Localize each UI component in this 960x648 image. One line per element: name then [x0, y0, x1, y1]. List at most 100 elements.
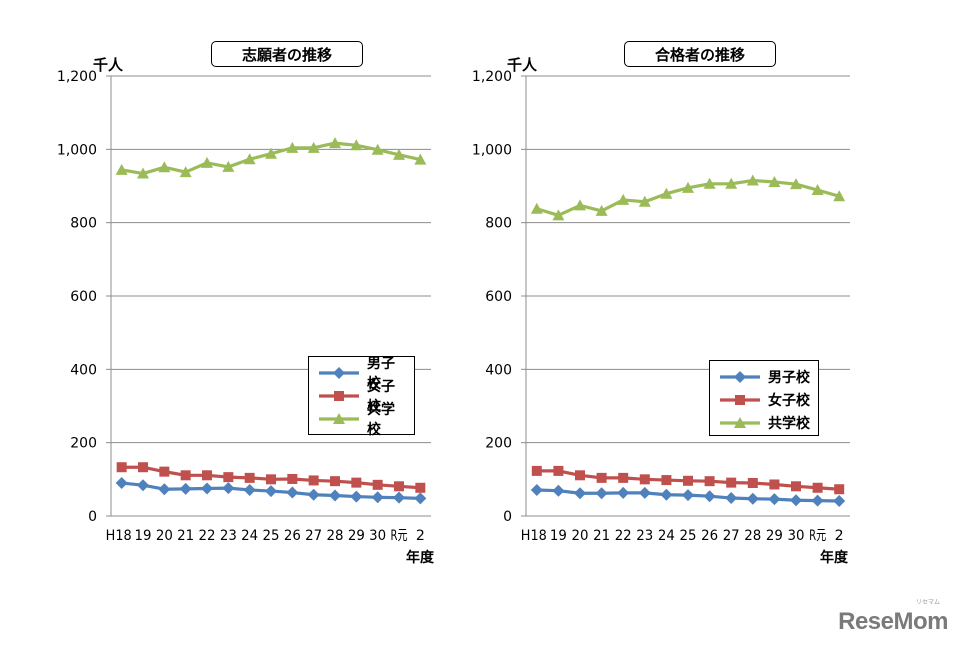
data-point	[222, 482, 235, 495]
data-point	[703, 177, 716, 189]
data-point	[351, 477, 362, 488]
data-point	[137, 167, 149, 179]
legend-label: 女子校	[367, 378, 395, 415]
legend-marker	[735, 394, 745, 405]
x-tick-label: 27	[723, 528, 740, 544]
legend-swatch	[319, 412, 359, 424]
data-point	[725, 177, 738, 189]
x-tick-label: 24	[658, 528, 675, 544]
legend-marker	[734, 370, 746, 383]
applicants-chart: 0 200 400 600 800 1,000 1,200 H18 19 20 21 22 23 24 25…	[0, 0, 470, 600]
y-tick-label: 400	[70, 362, 97, 378]
legend-swatch	[319, 366, 359, 379]
x-tick-label: 20	[156, 528, 173, 544]
data-point	[115, 163, 128, 175]
legend-label: 共学校	[367, 401, 395, 438]
x-tick-label: 25	[263, 528, 280, 544]
chart-title: 合格者の推移	[624, 41, 776, 67]
data-point	[223, 472, 234, 483]
x-tick-label: 28	[744, 528, 761, 544]
legend-marker	[333, 366, 345, 379]
x-tick-label: 2	[835, 528, 844, 544]
data-point	[530, 202, 543, 214]
y-tick-label: 0	[88, 509, 97, 525]
data-point	[638, 195, 651, 207]
legend: 男子校 女子校 共学校	[709, 360, 819, 436]
chart-title: 志願者の推移	[211, 41, 363, 67]
data-point	[372, 479, 383, 490]
legend: 男子校 女子校 共学校	[308, 356, 415, 438]
data-point	[595, 487, 608, 500]
data-point	[811, 494, 824, 507]
x-tick-label: 30	[369, 528, 386, 544]
data-point	[746, 492, 759, 505]
data-point	[769, 479, 780, 490]
x-tick-label: 29	[766, 528, 783, 544]
data-point	[682, 181, 694, 193]
data-point	[308, 475, 319, 486]
data-point	[159, 466, 170, 477]
data-point	[329, 489, 341, 502]
data-point	[552, 209, 565, 221]
data-point	[414, 492, 427, 505]
data-point	[371, 491, 384, 504]
data-point	[768, 175, 781, 187]
data-point	[617, 486, 630, 499]
legend-label: 男子校	[768, 369, 810, 386]
data-point	[833, 494, 846, 507]
y-tick-label: 200	[70, 436, 97, 452]
data-point	[158, 483, 171, 496]
applicants-plot: 0 200 400 600 800 1,000 1,200 H18 19 20 21 22 23 24 25…	[57, 69, 431, 544]
data-point	[618, 472, 629, 483]
data-point	[350, 490, 363, 503]
passers-chart: 0 200 400 600 800 1,000 1,200 H18 19 20 21 22 23 24 25…	[420, 0, 890, 600]
y-axis-unit: 千人	[507, 56, 538, 74]
data-point	[138, 462, 148, 473]
legend-label: 共学校	[768, 415, 810, 432]
x-tick-label: 23	[220, 528, 237, 544]
legend-item: 共学校	[317, 402, 406, 438]
x-tick-label: 20	[572, 528, 589, 544]
y-tick-label: 200	[485, 436, 512, 452]
legend-marker	[334, 390, 344, 401]
data-point	[574, 199, 586, 211]
data-point	[791, 481, 801, 492]
x-tick-label: 30	[788, 528, 805, 544]
data-point	[266, 474, 276, 485]
data-point	[180, 470, 191, 481]
data-point	[286, 141, 299, 153]
data-point	[726, 477, 737, 488]
data-point	[414, 153, 427, 165]
data-point	[595, 204, 608, 216]
data-point	[307, 141, 320, 153]
data-point	[330, 476, 340, 487]
legend-label: 男子校	[367, 355, 395, 392]
data-point	[201, 482, 213, 495]
watermark-logo: ReseMom	[838, 608, 948, 635]
x-tick-label: 24	[241, 528, 258, 544]
y-tick-label: 1,200	[57, 69, 97, 85]
data-point	[768, 493, 781, 506]
data-point	[179, 482, 192, 495]
data-point	[394, 481, 404, 492]
legend-item: 男子校	[317, 356, 406, 392]
data-point	[638, 486, 651, 499]
y-tick-label: 400	[485, 362, 512, 378]
x-tick-label: 26	[284, 528, 301, 544]
data-point	[703, 490, 716, 503]
x-tick-label: 19	[135, 528, 152, 544]
y-tick-label: 0	[503, 509, 512, 525]
data-point	[350, 139, 363, 151]
y-tick-label: 1,200	[472, 69, 512, 85]
data-point	[617, 193, 630, 205]
data-point	[371, 143, 384, 155]
data-point	[307, 488, 320, 501]
x-tick-label: R元	[391, 528, 408, 544]
data-point	[683, 475, 693, 486]
x-tick-label: 22	[199, 528, 216, 544]
x-tick-label: R元	[809, 528, 826, 544]
data-point	[790, 178, 802, 190]
y-tick-label: 1,000	[472, 142, 512, 158]
data-point	[415, 482, 426, 493]
y-tick-label: 800	[70, 216, 97, 232]
